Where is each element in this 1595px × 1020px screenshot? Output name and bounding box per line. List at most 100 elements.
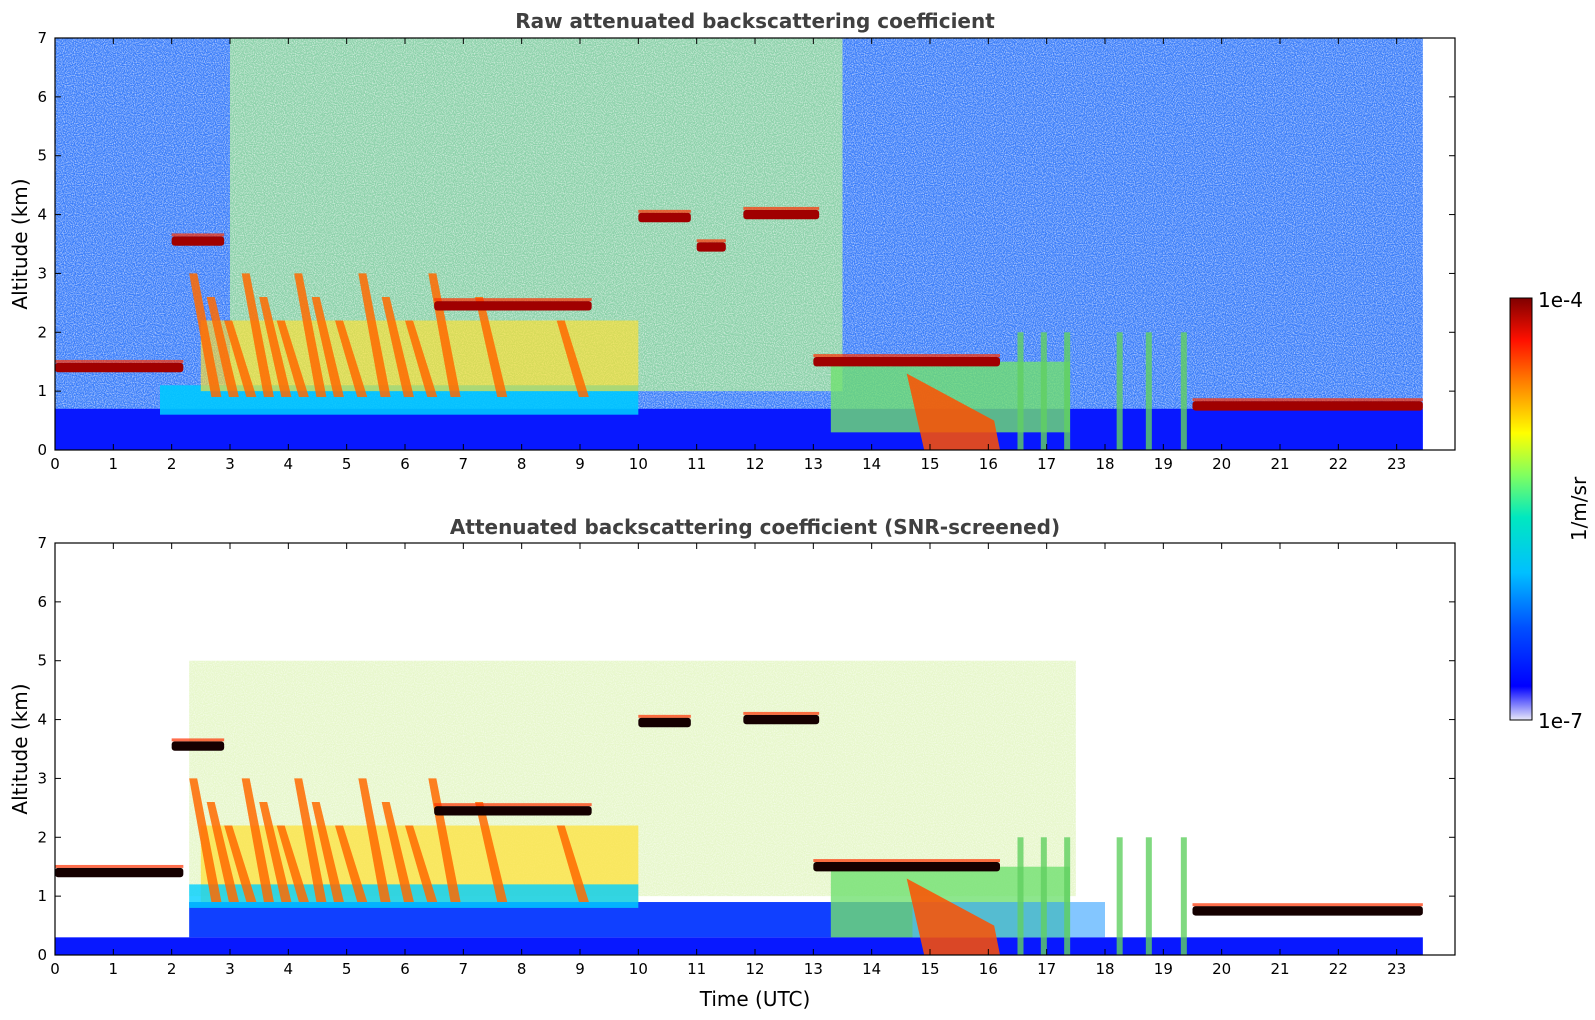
colorbar-gradient bbox=[1509, 297, 1533, 721]
virga-streak bbox=[311, 296, 344, 398]
y-tick-label: 4 bbox=[37, 206, 47, 224]
top-x-axis: 0 1 2 3 4 5 6 7 8 9 10 11 12 13 14 15 16 17 18 19 20 21 22 23 bbox=[50, 38, 1406, 473]
cloud-edge bbox=[434, 298, 592, 302]
virga-streak bbox=[556, 320, 589, 398]
x-tick-label: 20 bbox=[1212, 455, 1231, 473]
x-tick-label: 8 bbox=[517, 960, 527, 978]
x-tick-label: 8 bbox=[517, 455, 527, 473]
virga-streak bbox=[276, 825, 309, 903]
x-tick-label: 21 bbox=[1270, 455, 1289, 473]
virga-streak bbox=[259, 296, 292, 398]
virga-streak bbox=[241, 273, 274, 398]
x-tick-label: 13 bbox=[804, 960, 823, 978]
x-tick-label: 2 bbox=[167, 455, 177, 473]
top-y-axis-label: Altitude (km) bbox=[8, 178, 32, 309]
virga-streak bbox=[405, 825, 438, 903]
boundary-layer bbox=[55, 937, 1423, 955]
y-tick-label: 1 bbox=[37, 382, 47, 400]
cloud-edge bbox=[638, 209, 691, 213]
x-tick-label: 16 bbox=[979, 960, 998, 978]
x-tick-label: 13 bbox=[804, 455, 823, 473]
cloud-layer bbox=[434, 301, 592, 311]
precip-column bbox=[1064, 837, 1071, 955]
boundary-layer bbox=[55, 408, 1423, 450]
precip-column bbox=[1017, 332, 1024, 450]
virga-streak bbox=[556, 825, 589, 903]
bottom-y-axis-label: Altitude (km) bbox=[8, 683, 32, 814]
cloud-layer bbox=[171, 741, 225, 751]
cloud-edge bbox=[813, 354, 1000, 358]
virga-streak bbox=[224, 320, 257, 398]
x-tick-label: 17 bbox=[1037, 960, 1056, 978]
cloud-layer bbox=[813, 862, 1000, 872]
virga-streak bbox=[475, 296, 508, 398]
x-tick-label: 10 bbox=[629, 455, 648, 473]
x-tick-label: 9 bbox=[575, 960, 585, 978]
raw-backscatter-panel: Raw attenuated backscattering coefficien… bbox=[8, 9, 1456, 473]
virga-streak bbox=[381, 296, 414, 398]
no-data-region bbox=[1422, 38, 1455, 450]
x-tick-label: 7 bbox=[459, 455, 469, 473]
virga-streak bbox=[335, 320, 368, 398]
y-tick-label: 3 bbox=[37, 264, 47, 282]
x-axis-label: Time (UTC) bbox=[699, 987, 811, 1011]
cloud-edge bbox=[743, 711, 820, 715]
y-tick-label: 6 bbox=[37, 88, 47, 106]
y-tick-label: 0 bbox=[37, 441, 47, 459]
x-tick-label: 23 bbox=[1387, 455, 1406, 473]
y-tick-label: 0 bbox=[37, 946, 47, 964]
x-tick-label: 22 bbox=[1329, 455, 1348, 473]
x-tick-label: 1 bbox=[109, 455, 119, 473]
x-tick-label: 15 bbox=[920, 960, 939, 978]
x-tick-label: 19 bbox=[1154, 455, 1173, 473]
cloud-edge bbox=[743, 206, 820, 210]
virga-streak bbox=[358, 273, 391, 398]
cloud-layer bbox=[1192, 906, 1423, 916]
x-tick-label: 16 bbox=[979, 455, 998, 473]
virga-streak bbox=[405, 320, 438, 398]
bottom-chart-title: Attenuated backscattering coefficient (S… bbox=[450, 515, 1060, 539]
colorbar-unit-label: 1/m/sr bbox=[1567, 476, 1591, 541]
top-y-axis: 0 1 2 3 4 5 6 7 bbox=[37, 29, 1455, 459]
cloud-layer bbox=[434, 806, 592, 816]
virga-streak bbox=[475, 801, 508, 903]
cloud-edge bbox=[434, 803, 592, 807]
virga-streak bbox=[381, 801, 414, 903]
cloud-layer bbox=[638, 212, 691, 223]
y-tick-label: 6 bbox=[37, 593, 47, 611]
y-tick-label: 2 bbox=[37, 828, 47, 846]
precip-column bbox=[1116, 837, 1123, 955]
cloud-edge bbox=[813, 859, 1000, 863]
cloud-edge bbox=[638, 714, 691, 718]
virga-streak bbox=[358, 778, 391, 903]
x-tick-label: 6 bbox=[400, 455, 410, 473]
virga-streak bbox=[259, 801, 292, 903]
x-tick-label: 4 bbox=[284, 960, 294, 978]
virga-streak bbox=[206, 801, 239, 903]
x-tick-label: 11 bbox=[687, 960, 706, 978]
x-tick-label: 3 bbox=[225, 455, 235, 473]
x-tick-label: 5 bbox=[342, 455, 352, 473]
x-tick-label: 23 bbox=[1387, 960, 1406, 978]
y-tick-label: 1 bbox=[37, 887, 47, 905]
x-tick-label: 14 bbox=[862, 455, 881, 473]
mixed-layer bbox=[189, 884, 639, 908]
x-tick-label: 10 bbox=[629, 960, 648, 978]
x-tick-label: 12 bbox=[745, 960, 764, 978]
bottom-x-axis: 0 1 2 3 4 5 6 7 8 9 10 11 12 13 14 15 16 17 18 19 20 21 22 23 bbox=[50, 543, 1406, 978]
virga-streak bbox=[294, 273, 327, 398]
x-tick-label: 22 bbox=[1329, 960, 1348, 978]
y-tick-label: 7 bbox=[37, 29, 47, 47]
x-tick-label: 0 bbox=[50, 960, 60, 978]
x-tick-label: 3 bbox=[225, 960, 235, 978]
y-tick-label: 4 bbox=[37, 711, 47, 729]
precip-column bbox=[1116, 332, 1123, 450]
x-tick-label: 18 bbox=[1095, 960, 1114, 978]
mixed-layer-base bbox=[189, 902, 913, 938]
x-tick-label: 9 bbox=[575, 455, 585, 473]
virga-streak bbox=[276, 320, 309, 398]
virga-streak bbox=[335, 825, 368, 903]
cloud-layer bbox=[696, 242, 726, 252]
x-tick-label: 12 bbox=[745, 455, 764, 473]
